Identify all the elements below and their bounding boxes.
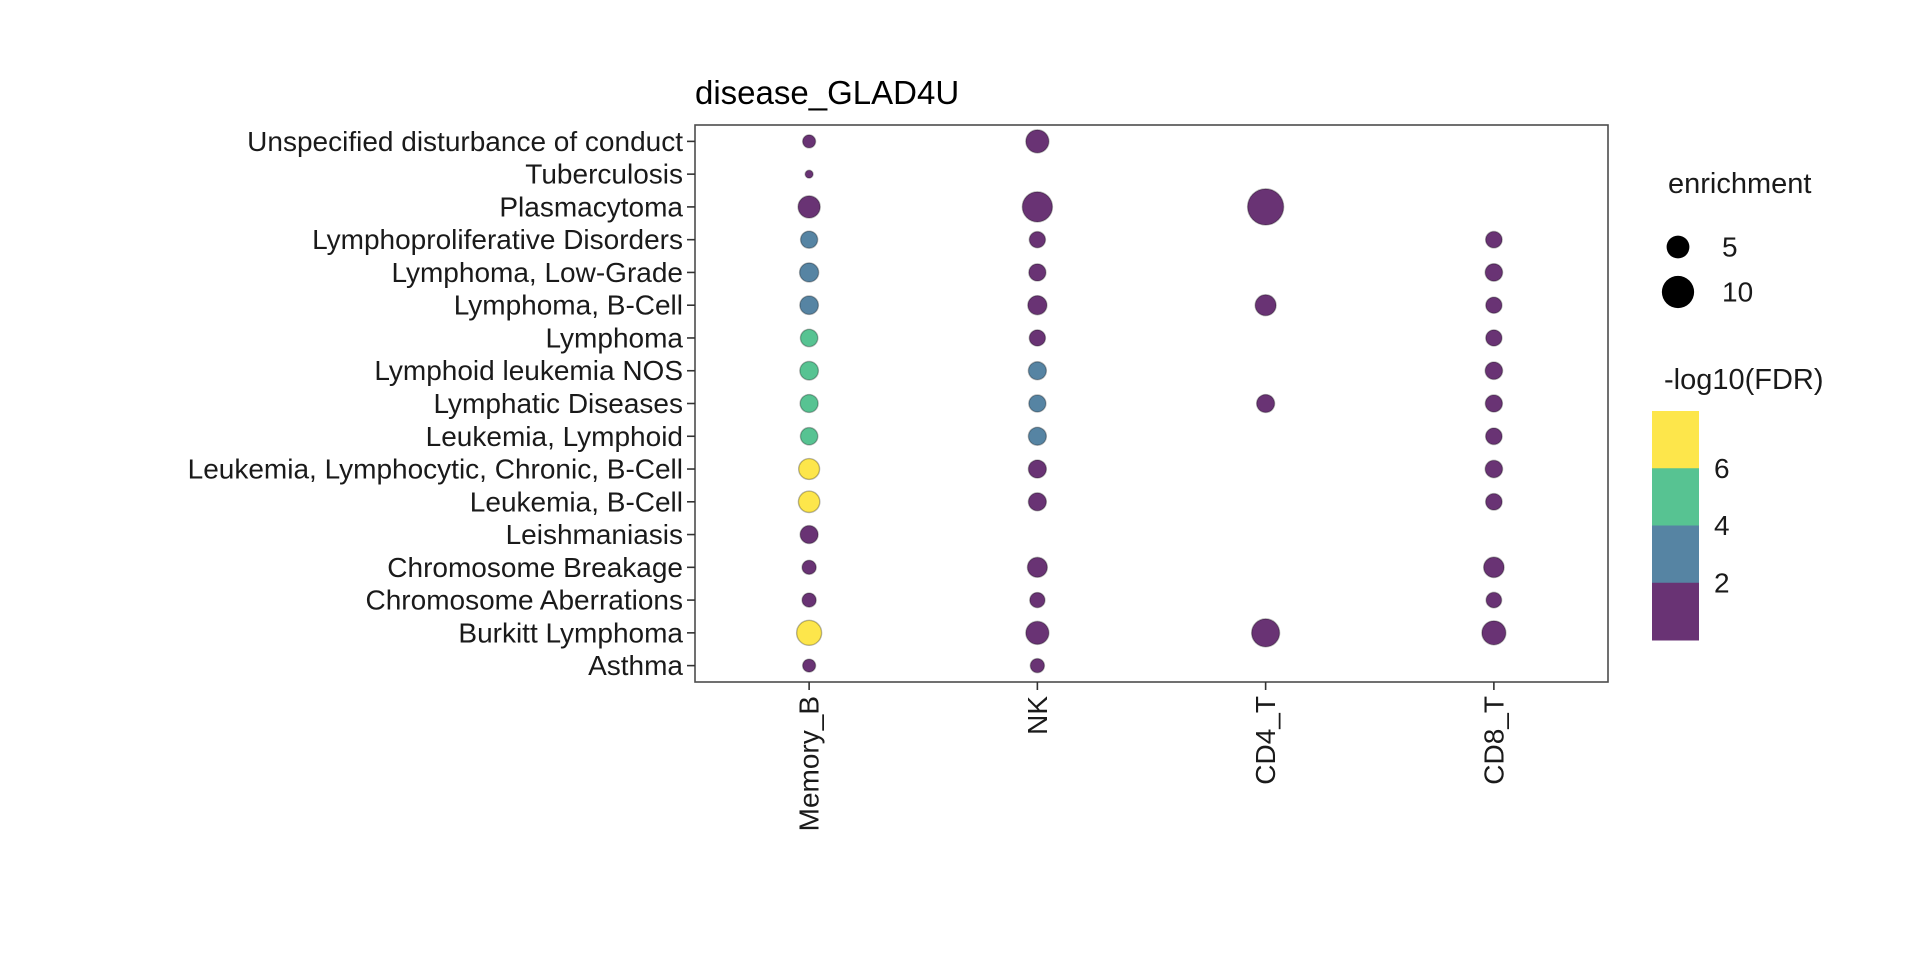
data-point xyxy=(1028,394,1047,413)
colorbar-tick-label: 2 xyxy=(1714,567,1730,598)
data-point xyxy=(1028,230,1047,249)
data-point xyxy=(801,592,817,608)
data-point xyxy=(1027,361,1048,381)
data-point xyxy=(1027,492,1048,512)
y-tick-label: Lymphoma, Low-Grade xyxy=(391,257,683,288)
data-point xyxy=(799,360,820,381)
y-tick-label: Leukemia, Lymphoid xyxy=(426,421,683,452)
colorbar-tick-label: 6 xyxy=(1714,453,1730,484)
y-tick-label: Chromosome Aberrations xyxy=(366,585,683,616)
data-point xyxy=(799,426,819,446)
data-point xyxy=(801,559,817,576)
data-point xyxy=(1027,294,1048,316)
x-tick-label: CD4_T xyxy=(1250,696,1281,785)
color-legend: -log10(FDR) 6 4 2 xyxy=(1652,364,1824,641)
y-tick-label: Lymphoid leukemia NOS xyxy=(374,355,683,386)
colorbar-band xyxy=(1652,411,1699,469)
data-point xyxy=(801,658,817,673)
x-axis: Memory_B NK CD4_T CD8_T xyxy=(794,682,1509,831)
size-legend-value: 5 xyxy=(1722,232,1738,263)
y-tick-label: Lymphatic Diseases xyxy=(433,388,683,419)
data-point xyxy=(1028,263,1047,282)
data-point xyxy=(1028,329,1047,347)
data-point xyxy=(1025,620,1050,646)
size-legend-keys: 510 xyxy=(1661,232,1753,309)
size-legend-value: 10 xyxy=(1722,277,1753,308)
data-point xyxy=(1246,188,1285,226)
data-point xyxy=(1255,393,1276,414)
data-point xyxy=(1484,230,1503,249)
colorbar-band xyxy=(1652,468,1699,526)
data-point xyxy=(797,457,821,481)
y-axis: Unspecified disturbance of conductTuberc… xyxy=(188,126,695,681)
data-point xyxy=(795,619,823,647)
data-point xyxy=(1484,361,1504,381)
data-point xyxy=(1025,129,1050,154)
size-legend-dot xyxy=(1666,235,1690,259)
data-point xyxy=(1027,426,1048,446)
data-point xyxy=(797,490,821,514)
x-tick-label: CD8_T xyxy=(1478,696,1509,785)
y-tick-label: Chromosome Breakage xyxy=(387,552,683,583)
data-point xyxy=(1250,618,1281,648)
data-point xyxy=(1026,556,1049,578)
y-tick-label: Lymphoma, B-Cell xyxy=(454,290,683,321)
y-tick-label: Leishmaniasis xyxy=(506,519,683,550)
data-point xyxy=(1484,459,1504,479)
y-tick-label: Lymphoproliferative Disorders xyxy=(312,224,683,255)
data-point xyxy=(1484,263,1504,282)
data-points xyxy=(795,129,1507,674)
data-point xyxy=(1485,329,1503,347)
data-point xyxy=(1485,296,1503,314)
y-tick-label: Asthma xyxy=(588,650,683,681)
data-point xyxy=(1029,591,1046,609)
data-point xyxy=(1481,620,1507,646)
y-tick-label: Burkitt Lymphoma xyxy=(458,617,683,648)
x-tick-label: NK xyxy=(1022,696,1053,735)
size-legend-title: enrichment xyxy=(1668,168,1811,200)
size-legend-dot xyxy=(1661,275,1695,309)
data-point xyxy=(798,262,820,283)
data-point xyxy=(1484,427,1503,446)
y-tick-label: Unspecified disturbance of conduct xyxy=(247,126,683,157)
x-tick-label: Memory_B xyxy=(794,696,825,831)
colorbar-band xyxy=(1652,525,1699,584)
data-point xyxy=(804,169,814,179)
colorbar: 6 4 2 xyxy=(1652,411,1730,641)
data-point xyxy=(799,230,819,249)
data-point xyxy=(799,295,820,316)
size-legend: enrichment 510 xyxy=(1661,168,1811,309)
data-point xyxy=(799,328,819,348)
data-point xyxy=(1027,459,1048,479)
y-tick-label: Leukemia, Lymphocytic, Chronic, B-Cell xyxy=(188,454,683,485)
data-point xyxy=(797,195,821,219)
data-point xyxy=(799,393,819,414)
colorbar-band xyxy=(1652,582,1699,641)
data-point xyxy=(1485,591,1503,609)
data-point xyxy=(1254,294,1277,317)
colorbar-tick-label: 4 xyxy=(1714,510,1730,541)
data-point xyxy=(801,134,817,149)
y-tick-label: Tuberculosis xyxy=(525,159,683,190)
data-point xyxy=(1484,394,1504,413)
y-tick-label: Lymphoma xyxy=(546,322,684,353)
data-point xyxy=(1029,657,1046,674)
plot-panel xyxy=(694,124,1609,683)
data-point xyxy=(1484,492,1503,511)
data-point xyxy=(1482,556,1505,579)
y-tick-label: Leukemia, B-Cell xyxy=(470,486,683,517)
chart-title: disease_GLAD4U xyxy=(695,74,959,111)
data-point xyxy=(799,524,819,545)
color-legend-title: -log10(FDR) xyxy=(1664,364,1824,396)
y-tick-label: Plasmacytoma xyxy=(499,191,683,222)
data-point xyxy=(1021,191,1054,223)
